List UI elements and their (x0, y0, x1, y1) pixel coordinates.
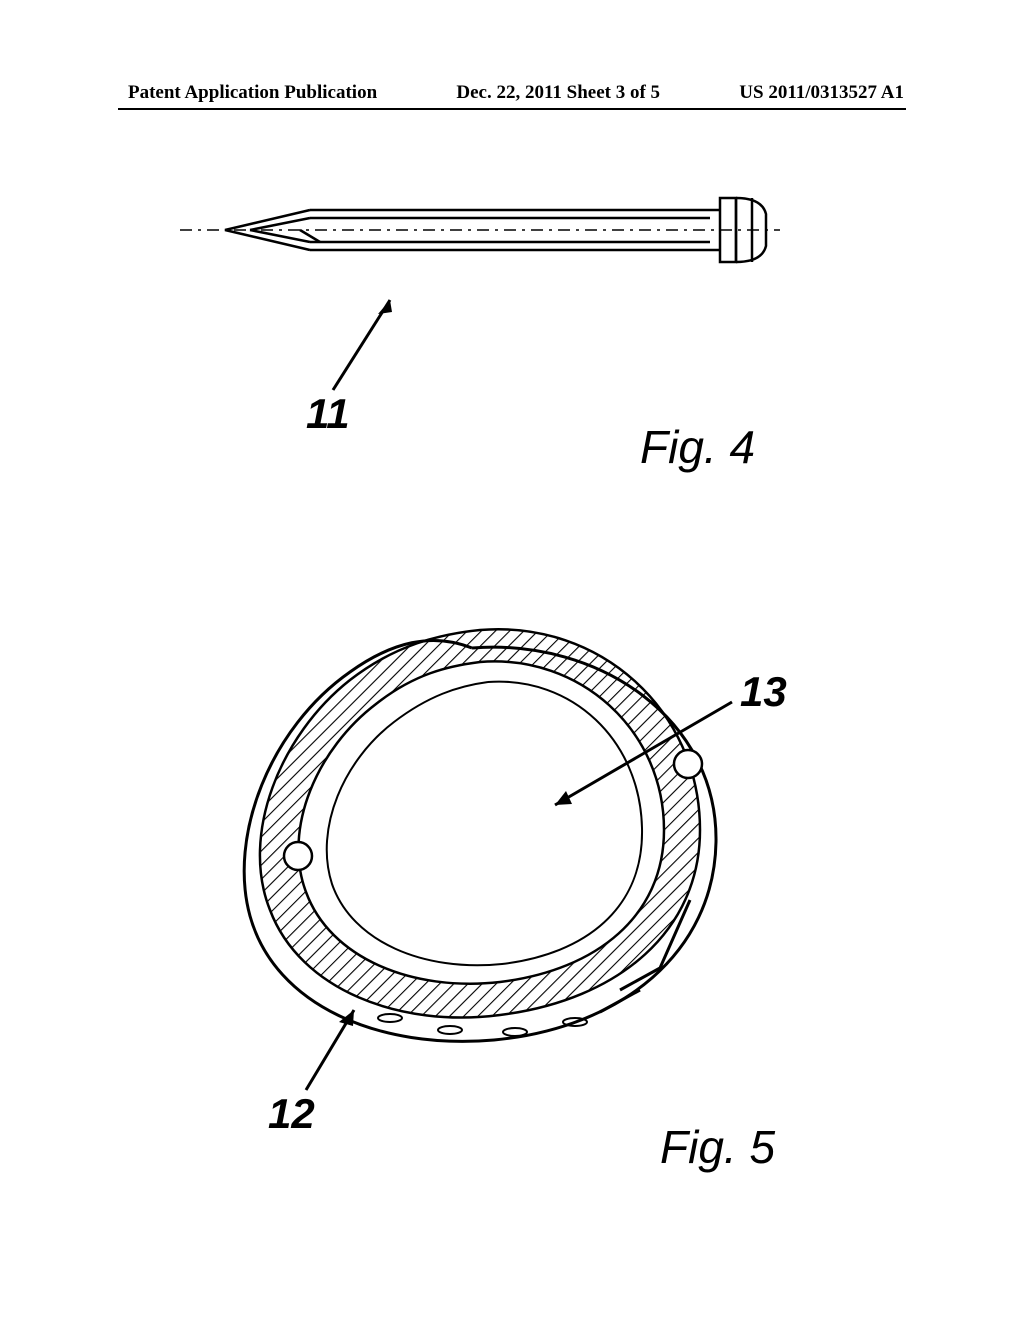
header-center: Dec. 22, 2011 Sheet 3 of 5 (456, 82, 660, 104)
patent-header: Patent Application Publication Dec. 22, … (0, 82, 1024, 104)
ref-11: 11 (306, 390, 350, 438)
leader-12 (306, 1010, 354, 1090)
figure-4-label: Fig. 4 (640, 420, 755, 474)
header-rule (118, 108, 906, 110)
figure-4: 11 Fig. 4 (0, 170, 1024, 490)
figure-5-drawing (0, 560, 1024, 1180)
ref-13: 13 (740, 668, 787, 716)
ring-inner-lip (327, 682, 642, 966)
figure-4-drawing (0, 170, 1024, 490)
header-right: US 2011/0313527 A1 (739, 82, 904, 104)
figure-5-label: Fig. 5 (660, 1120, 775, 1174)
header-left: Patent Application Publication (128, 82, 377, 104)
ring-bosses (284, 750, 702, 870)
figure-5: 13 12 Fig. 5 (0, 560, 1024, 1180)
ref-12: 12 (268, 1090, 315, 1138)
